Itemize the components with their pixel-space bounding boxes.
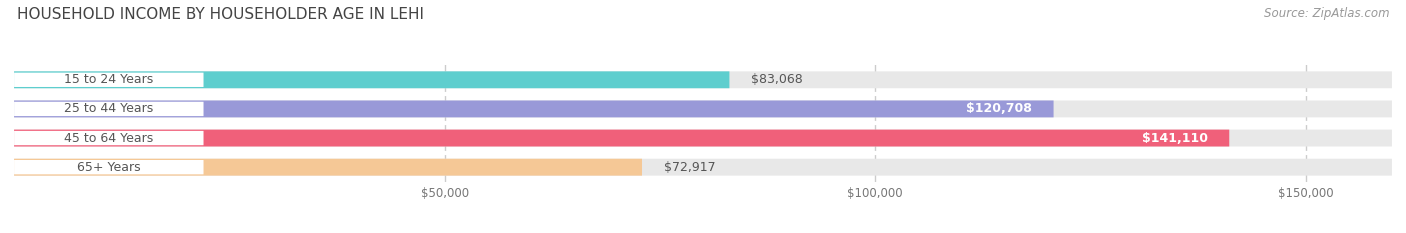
FancyBboxPatch shape	[14, 130, 1229, 147]
Text: 15 to 24 Years: 15 to 24 Years	[65, 73, 153, 86]
FancyBboxPatch shape	[14, 100, 1053, 117]
Text: 25 to 44 Years: 25 to 44 Years	[65, 103, 153, 115]
FancyBboxPatch shape	[14, 71, 730, 88]
Text: HOUSEHOLD INCOME BY HOUSEHOLDER AGE IN LEHI: HOUSEHOLD INCOME BY HOUSEHOLDER AGE IN L…	[17, 7, 423, 22]
FancyBboxPatch shape	[14, 71, 1392, 88]
FancyBboxPatch shape	[14, 100, 1392, 117]
FancyBboxPatch shape	[14, 130, 1392, 147]
FancyBboxPatch shape	[14, 73, 204, 87]
Text: $141,110: $141,110	[1142, 132, 1208, 144]
Text: $72,917: $72,917	[664, 161, 716, 174]
FancyBboxPatch shape	[14, 159, 643, 176]
FancyBboxPatch shape	[14, 131, 204, 145]
Text: 45 to 64 Years: 45 to 64 Years	[65, 132, 153, 144]
FancyBboxPatch shape	[14, 160, 204, 174]
Text: Source: ZipAtlas.com: Source: ZipAtlas.com	[1264, 7, 1389, 20]
Text: $83,068: $83,068	[751, 73, 803, 86]
Text: 65+ Years: 65+ Years	[77, 161, 141, 174]
Text: $120,708: $120,708	[966, 103, 1032, 115]
FancyBboxPatch shape	[14, 102, 204, 116]
FancyBboxPatch shape	[14, 159, 1392, 176]
